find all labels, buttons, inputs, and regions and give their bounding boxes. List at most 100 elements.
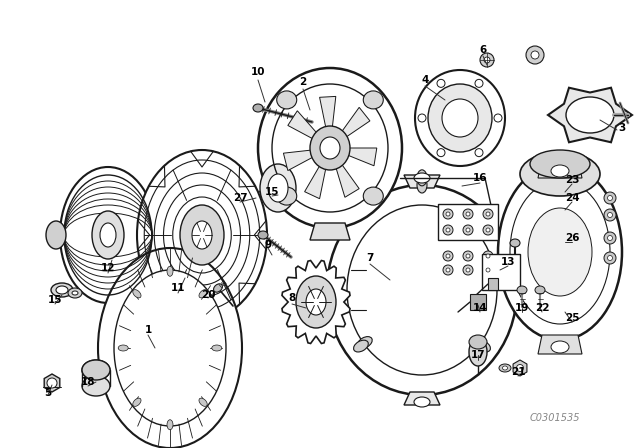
Circle shape bbox=[443, 265, 453, 275]
Circle shape bbox=[446, 254, 450, 258]
Polygon shape bbox=[488, 278, 498, 290]
Ellipse shape bbox=[276, 187, 297, 205]
Circle shape bbox=[463, 251, 473, 261]
Ellipse shape bbox=[82, 360, 110, 380]
Text: 15: 15 bbox=[265, 187, 279, 197]
Ellipse shape bbox=[498, 164, 622, 340]
Ellipse shape bbox=[100, 223, 116, 247]
Text: 2: 2 bbox=[300, 77, 307, 87]
Text: 19: 19 bbox=[515, 303, 529, 313]
Circle shape bbox=[494, 114, 502, 122]
Ellipse shape bbox=[132, 398, 141, 406]
Ellipse shape bbox=[258, 68, 402, 228]
Ellipse shape bbox=[415, 70, 505, 166]
Ellipse shape bbox=[132, 289, 141, 298]
Circle shape bbox=[483, 265, 493, 275]
Ellipse shape bbox=[82, 376, 110, 396]
Circle shape bbox=[443, 251, 453, 261]
Polygon shape bbox=[548, 88, 632, 142]
Ellipse shape bbox=[528, 208, 592, 296]
Circle shape bbox=[607, 255, 612, 260]
Ellipse shape bbox=[260, 164, 296, 212]
Circle shape bbox=[516, 365, 524, 371]
Ellipse shape bbox=[56, 286, 68, 294]
Ellipse shape bbox=[296, 276, 336, 328]
Text: 9: 9 bbox=[264, 240, 271, 250]
Polygon shape bbox=[482, 254, 520, 290]
Ellipse shape bbox=[167, 266, 173, 276]
Text: 21: 21 bbox=[511, 367, 525, 377]
Ellipse shape bbox=[320, 137, 340, 159]
Circle shape bbox=[466, 228, 470, 232]
Ellipse shape bbox=[192, 221, 212, 249]
Circle shape bbox=[446, 268, 450, 272]
Ellipse shape bbox=[472, 336, 486, 349]
Circle shape bbox=[446, 228, 450, 232]
Ellipse shape bbox=[47, 378, 57, 388]
Ellipse shape bbox=[51, 283, 73, 297]
Ellipse shape bbox=[469, 338, 487, 366]
Ellipse shape bbox=[535, 286, 545, 294]
Text: 4: 4 bbox=[421, 75, 429, 85]
Polygon shape bbox=[404, 392, 440, 405]
Ellipse shape bbox=[414, 173, 430, 183]
Text: 27: 27 bbox=[233, 193, 247, 203]
Ellipse shape bbox=[199, 398, 207, 406]
Polygon shape bbox=[284, 150, 314, 171]
Ellipse shape bbox=[476, 340, 490, 352]
Polygon shape bbox=[538, 335, 582, 354]
Circle shape bbox=[446, 212, 450, 216]
Ellipse shape bbox=[253, 104, 263, 112]
Ellipse shape bbox=[72, 291, 78, 295]
Ellipse shape bbox=[310, 126, 350, 170]
Ellipse shape bbox=[259, 190, 267, 196]
Ellipse shape bbox=[46, 221, 66, 249]
Circle shape bbox=[480, 53, 494, 67]
Ellipse shape bbox=[414, 397, 430, 407]
Ellipse shape bbox=[566, 97, 614, 133]
Text: 16: 16 bbox=[473, 173, 487, 183]
Text: 3: 3 bbox=[618, 123, 626, 133]
Text: 13: 13 bbox=[500, 257, 515, 267]
Circle shape bbox=[443, 225, 453, 235]
Text: C0301535: C0301535 bbox=[530, 413, 580, 423]
Polygon shape bbox=[347, 148, 377, 166]
Circle shape bbox=[486, 228, 490, 232]
Text: 6: 6 bbox=[479, 45, 486, 55]
Circle shape bbox=[604, 192, 616, 204]
Polygon shape bbox=[282, 261, 350, 344]
Ellipse shape bbox=[114, 270, 226, 426]
Polygon shape bbox=[538, 159, 582, 178]
Circle shape bbox=[484, 57, 490, 63]
Ellipse shape bbox=[98, 248, 242, 448]
Polygon shape bbox=[341, 108, 370, 138]
Ellipse shape bbox=[469, 335, 487, 349]
Circle shape bbox=[486, 212, 490, 216]
Ellipse shape bbox=[82, 360, 110, 380]
Polygon shape bbox=[288, 111, 317, 139]
Text: 18: 18 bbox=[81, 377, 95, 387]
Ellipse shape bbox=[258, 231, 268, 239]
Ellipse shape bbox=[306, 289, 326, 315]
Ellipse shape bbox=[327, 185, 517, 395]
Circle shape bbox=[604, 209, 616, 221]
Ellipse shape bbox=[68, 288, 82, 298]
Circle shape bbox=[483, 251, 493, 261]
Ellipse shape bbox=[499, 364, 511, 372]
Polygon shape bbox=[305, 165, 326, 199]
Polygon shape bbox=[404, 175, 440, 188]
Ellipse shape bbox=[364, 187, 383, 205]
Text: 22: 22 bbox=[535, 303, 549, 313]
Text: 12: 12 bbox=[100, 263, 115, 273]
Circle shape bbox=[463, 265, 473, 275]
Circle shape bbox=[443, 209, 453, 219]
Text: 7: 7 bbox=[366, 253, 374, 263]
Text: 11: 11 bbox=[171, 283, 185, 293]
Circle shape bbox=[466, 254, 470, 258]
Circle shape bbox=[475, 79, 483, 87]
Circle shape bbox=[604, 252, 616, 264]
Ellipse shape bbox=[502, 366, 508, 370]
Ellipse shape bbox=[180, 205, 224, 265]
Ellipse shape bbox=[199, 289, 207, 298]
Ellipse shape bbox=[118, 345, 128, 351]
